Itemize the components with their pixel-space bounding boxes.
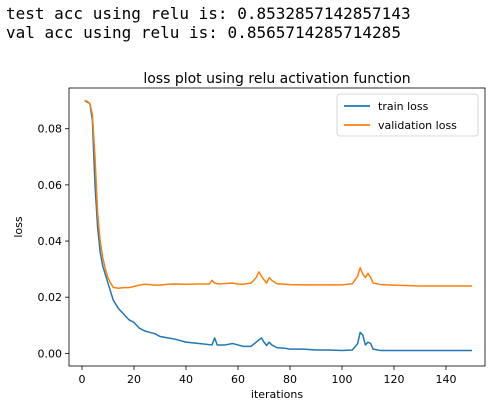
y-tick-label: 0.08 [38,123,63,136]
y-tick-label: 0.02 [38,291,63,304]
x-tick-label: 0 [79,373,86,386]
series-layer [84,99,472,352]
val-accuracy-line: val acc using relu is: 0.856571428571428… [6,23,401,42]
chart-legend: train loss validation loss [336,93,479,137]
test-accuracy-line: test acc using relu is: 0.85328571428571… [6,4,411,23]
y-tick-label: 0.06 [38,179,63,192]
x-tick-label: 140 [436,373,457,386]
x-tick-label: 80 [283,373,297,386]
legend-label: train loss [378,100,429,113]
x-tick-label: 40 [179,373,193,386]
y-tick-label: 0.04 [38,235,63,248]
legend-box [336,93,479,137]
x-axis-label: iterations [251,388,303,401]
cell-output: test acc using relu is: 0.85328571428571… [6,4,411,42]
series-line-train-loss [84,99,472,352]
x-tick-label: 100 [332,373,353,386]
plot-frame [68,87,486,367]
x-tick-label: 60 [231,373,245,386]
x-tick-label: 120 [384,373,405,386]
legend-label: validation loss [378,119,457,132]
chart-title: loss plot using relu activation function [143,71,410,87]
x-tick-label: 20 [127,373,141,386]
y-axis-label: loss [12,216,25,238]
y-tick-label: 0.00 [38,347,63,360]
axes-ticks: 0 20 40 60 80 100 120 140 0.00 0.02 0.04 0.06 0.08 [38,123,457,386]
series-line-validation-loss [84,99,472,289]
